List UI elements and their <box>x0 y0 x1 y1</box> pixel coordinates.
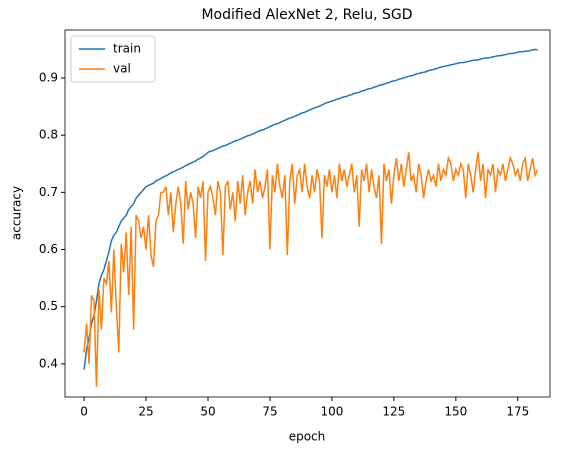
y-tick-label: 0.9 <box>39 71 58 85</box>
x-tick-label: 75 <box>262 405 277 419</box>
x-tick-label: 100 <box>320 405 343 419</box>
y-tick-label: 0.5 <box>39 299 58 313</box>
x-tick-label: 50 <box>200 405 215 419</box>
y-tick-label: 0.4 <box>39 356 58 370</box>
legend-label: val <box>113 62 131 76</box>
legend-box <box>70 35 156 83</box>
y-tick-label: 0.7 <box>39 185 58 199</box>
x-tick-label: 0 <box>80 405 88 419</box>
x-tick-label: 125 <box>382 405 405 419</box>
line-series <box>83 48 538 370</box>
y-tick-label: 0.8 <box>39 128 58 142</box>
y-axis-label: accuracy <box>10 186 24 240</box>
legend-label: train <box>113 42 141 56</box>
x-tick-label: 25 <box>138 405 153 419</box>
x-tick-label: 150 <box>444 405 467 419</box>
x-tick-label: 175 <box>506 405 529 419</box>
y-tick-label: 0.6 <box>39 242 58 256</box>
axes-frame <box>64 29 551 398</box>
x-axis-label: epoch <box>289 430 326 444</box>
chart-title: Modified AlexNet 2, Relu, SGD <box>201 7 412 23</box>
line-series <box>83 152 539 387</box>
